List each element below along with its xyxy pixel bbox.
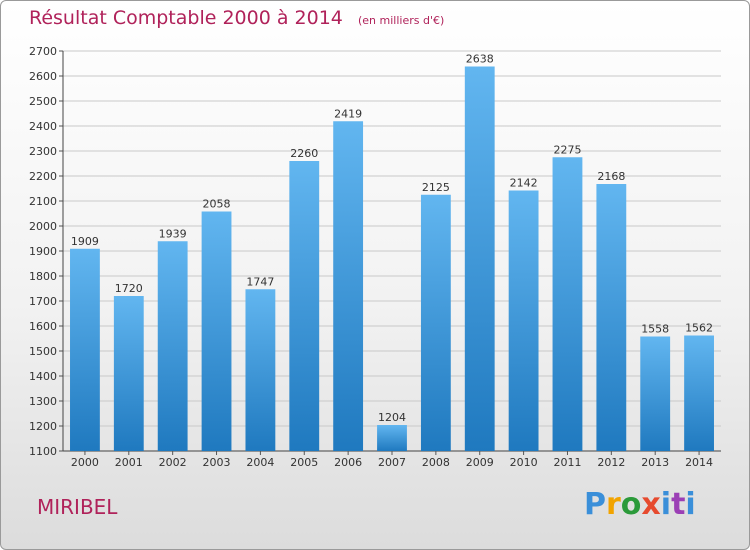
logo-letter: i [660, 487, 672, 522]
bar [201, 211, 232, 451]
logo-letter: x [641, 487, 661, 522]
x-tick-label: 2010 [510, 456, 538, 469]
data-label: 2058 [203, 198, 231, 211]
x-tick-label: 2002 [159, 456, 187, 469]
bar [464, 66, 495, 451]
x-tick-label: 2005 [290, 456, 318, 469]
y-tick-label: 1700 [29, 295, 57, 308]
data-label: 1562 [685, 322, 713, 335]
bar [552, 157, 583, 451]
x-tick-label: 2009 [466, 456, 494, 469]
y-tick-label: 2100 [29, 195, 57, 208]
x-tick-label: 2012 [597, 456, 625, 469]
data-label: 2260 [290, 147, 318, 160]
bar [377, 425, 407, 451]
y-tick-label: 1200 [29, 420, 57, 433]
x-tick-label: 2000 [71, 456, 99, 469]
logo-letter: o [620, 487, 642, 522]
bar [157, 241, 188, 451]
x-tick-label: 2001 [115, 456, 143, 469]
axis-layer: 1100 1200 1300 1400 1500 1600 1700 1800 1900 2000… [29, 45, 721, 469]
x-tick-label: 2004 [246, 456, 274, 469]
logo-letter: r [606, 487, 621, 522]
data-label: 1720 [115, 282, 143, 295]
x-tick-label: 2014 [685, 456, 713, 469]
data-label: 2419 [334, 107, 362, 120]
label-layer: 1909 1720 1939 2058 1747 2260 2419 1204 2125 2638… [71, 53, 713, 425]
y-tick-label: 2000 [29, 220, 57, 233]
chart-title-main: Résultat Comptable 2000 à 2014 [29, 7, 343, 29]
logo-letter: t [671, 487, 686, 522]
x-tick-label: 2007 [378, 456, 406, 469]
y-tick-label: 2200 [29, 170, 57, 183]
logo-letter: i [685, 487, 696, 522]
data-label: 2142 [510, 177, 538, 190]
x-tick-label: 2003 [203, 456, 231, 469]
data-label: 2275 [553, 143, 581, 156]
data-label: 1909 [71, 235, 99, 248]
data-label: 2168 [597, 170, 625, 183]
y-tick-label: 1800 [29, 270, 57, 283]
y-tick-label: 1400 [29, 370, 57, 383]
place-name: MIRIBEL [37, 495, 118, 519]
data-label: 1939 [159, 227, 187, 240]
bar [289, 161, 320, 451]
y-tick-label: 2300 [29, 145, 57, 158]
y-tick-label: 2600 [29, 70, 57, 83]
y-tick-label: 1500 [29, 345, 57, 358]
y-tick-label: 1100 [29, 445, 57, 458]
bar [333, 121, 364, 451]
y-tick-label: 2700 [29, 45, 57, 58]
x-tick-label: 2011 [553, 456, 581, 469]
y-tick-label: 2500 [29, 95, 57, 108]
x-tick-label: 2013 [641, 456, 669, 469]
y-tick-label: 1300 [29, 395, 57, 408]
y-tick-label: 1900 [29, 245, 57, 258]
y-tick-label: 2400 [29, 120, 57, 133]
bar [596, 184, 627, 451]
x-tick-label: 2006 [334, 456, 362, 469]
bar-layer [70, 66, 714, 451]
data-label: 1204 [378, 411, 406, 424]
chart-title: Résultat Comptable 2000 à 2014 (en milli… [29, 7, 444, 29]
logo-letter: P [584, 487, 606, 522]
proxiti-logo: Proxiti [584, 487, 696, 522]
bar [113, 296, 144, 451]
data-label: 1747 [246, 275, 274, 288]
bar [70, 248, 100, 451]
bar [508, 190, 539, 451]
y-tick-label: 1600 [29, 320, 57, 333]
data-label: 1558 [641, 323, 669, 336]
bar [245, 289, 276, 451]
data-label: 2125 [422, 181, 450, 194]
chart-title-unit: (en milliers d'€) [357, 14, 445, 27]
bar [684, 335, 714, 451]
bar [420, 194, 451, 451]
x-tick-label: 2008 [422, 456, 450, 469]
bar [640, 336, 671, 451]
data-label: 2638 [466, 53, 494, 66]
